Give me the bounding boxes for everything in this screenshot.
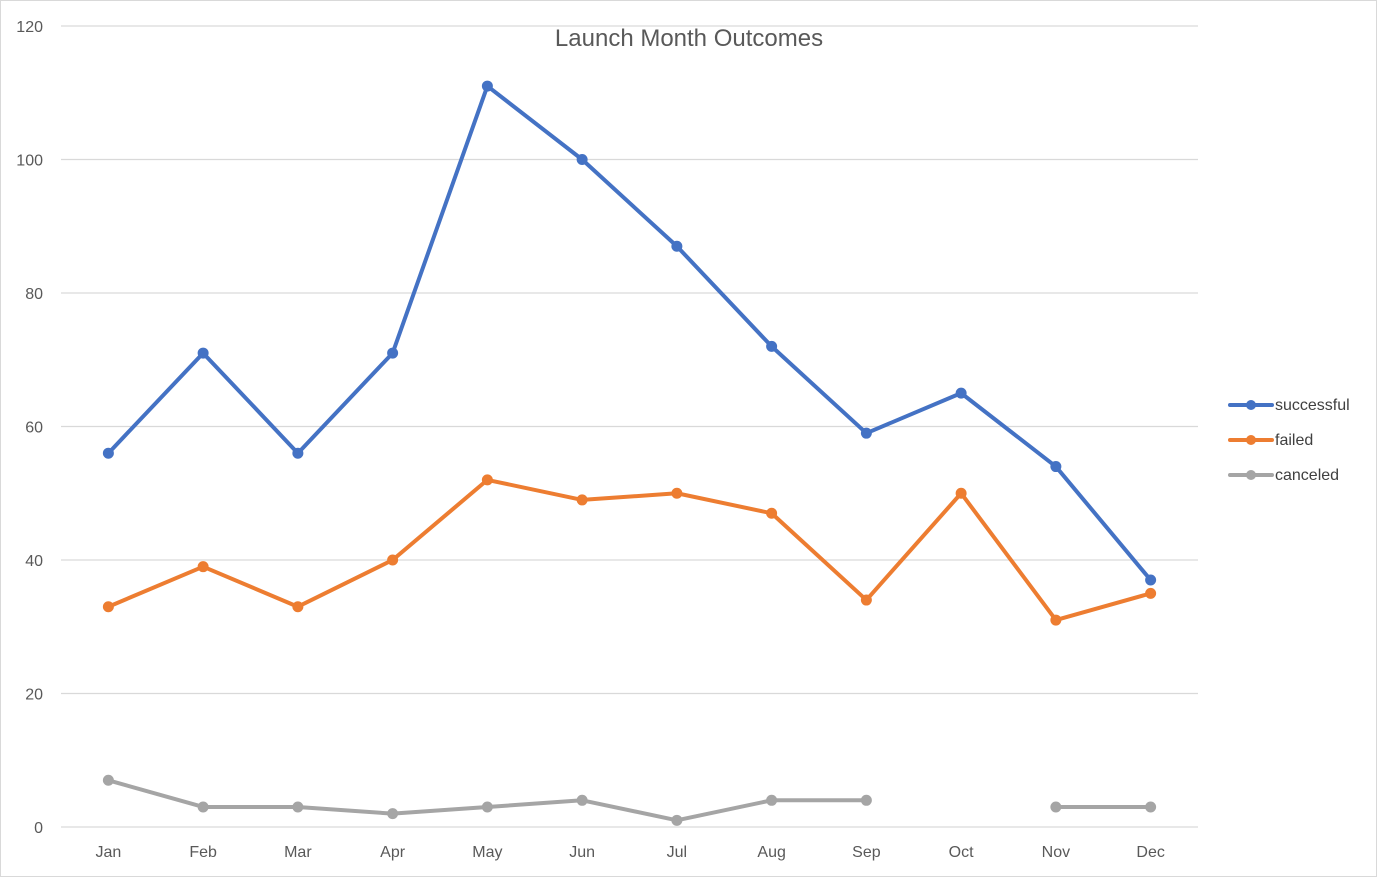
x-tick-label: Feb <box>189 844 217 861</box>
data-point-canceled <box>671 814 683 826</box>
series-failed <box>102 474 1157 626</box>
data-point-canceled <box>197 801 209 813</box>
data-point-canceled <box>102 774 114 786</box>
data-point-canceled <box>387 808 399 820</box>
legend-label: failed <box>1275 432 1313 449</box>
data-point-successful <box>1145 574 1157 586</box>
y-tick-label: 100 <box>16 153 43 170</box>
y-axis-tick-labels: 0 20 40 60 80 100 120 <box>16 19 43 837</box>
legend-swatch-marker <box>1246 470 1256 480</box>
x-tick-label: Sep <box>852 844 881 861</box>
data-point-successful <box>671 240 683 252</box>
data-point-canceled <box>481 801 493 813</box>
data-point-canceled <box>292 801 304 813</box>
data-point-successful <box>197 347 209 359</box>
series-successful <box>102 80 1157 586</box>
x-tick-label: Aug <box>757 844 785 861</box>
legend-item-canceled: canceled <box>1228 467 1339 484</box>
data-point-failed <box>576 494 588 506</box>
legend-item-failed: failed <box>1228 432 1313 449</box>
series-lines <box>102 80 1157 826</box>
data-point-successful <box>292 447 304 459</box>
x-tick-label: Oct <box>949 844 974 861</box>
x-tick-label: Jun <box>569 844 595 861</box>
data-point-successful <box>481 80 493 92</box>
chart-title: Launch Month Outcomes <box>555 25 823 52</box>
y-tick-label: 80 <box>25 286 43 303</box>
data-point-failed <box>197 561 209 573</box>
legend-swatch-marker <box>1246 400 1256 410</box>
gridlines <box>61 25 1198 828</box>
data-point-failed <box>1050 614 1062 626</box>
x-tick-label: May <box>472 844 502 861</box>
data-point-successful <box>766 340 778 352</box>
data-point-successful <box>102 447 114 459</box>
data-point-successful <box>1050 461 1062 473</box>
y-tick-label: 20 <box>25 687 43 704</box>
data-point-canceled <box>1050 801 1062 813</box>
series-canceled <box>102 774 1157 826</box>
x-axis-tick-labels: Jan Feb Mar Apr May Jun Jul Aug Sep Oct Nov Dec <box>95 844 1164 861</box>
data-point-failed <box>102 601 114 613</box>
data-point-successful <box>576 154 588 165</box>
y-tick-label: 40 <box>25 553 43 570</box>
y-tick-label: 0 <box>34 820 43 837</box>
data-point-failed <box>671 487 683 499</box>
series-line-successful <box>106 84 1153 583</box>
legend-label: successful <box>1275 397 1350 414</box>
data-point-failed <box>292 601 304 613</box>
x-tick-label: Jul <box>667 844 687 861</box>
legend-swatch-marker <box>1246 435 1256 445</box>
x-tick-label: Jan <box>95 844 121 861</box>
data-point-failed <box>766 507 778 519</box>
data-point-failed <box>387 554 399 566</box>
x-tick-label: Dec <box>1136 844 1164 861</box>
series-line-canceled <box>106 778 869 823</box>
data-point-canceled <box>1145 801 1157 813</box>
data-point-failed <box>1145 587 1157 599</box>
legend-item-successful: successful <box>1228 397 1350 414</box>
data-point-successful <box>860 427 872 439</box>
series-line-failed <box>106 477 1153 623</box>
data-point-failed <box>860 594 872 606</box>
data-point-failed <box>481 474 493 486</box>
legend-label: canceled <box>1275 467 1339 484</box>
data-point-failed <box>955 487 967 499</box>
data-point-canceled <box>860 794 872 806</box>
x-tick-label: Mar <box>284 844 312 861</box>
data-point-canceled <box>766 794 778 806</box>
y-tick-label: 120 <box>16 19 43 36</box>
x-tick-label: Nov <box>1042 844 1070 861</box>
data-point-successful <box>387 347 399 359</box>
data-point-successful <box>955 387 967 399</box>
legend: successful failed canceled <box>1228 397 1350 484</box>
y-tick-label: 60 <box>25 420 43 437</box>
x-tick-label: Apr <box>380 844 406 861</box>
data-point-canceled <box>576 794 588 806</box>
